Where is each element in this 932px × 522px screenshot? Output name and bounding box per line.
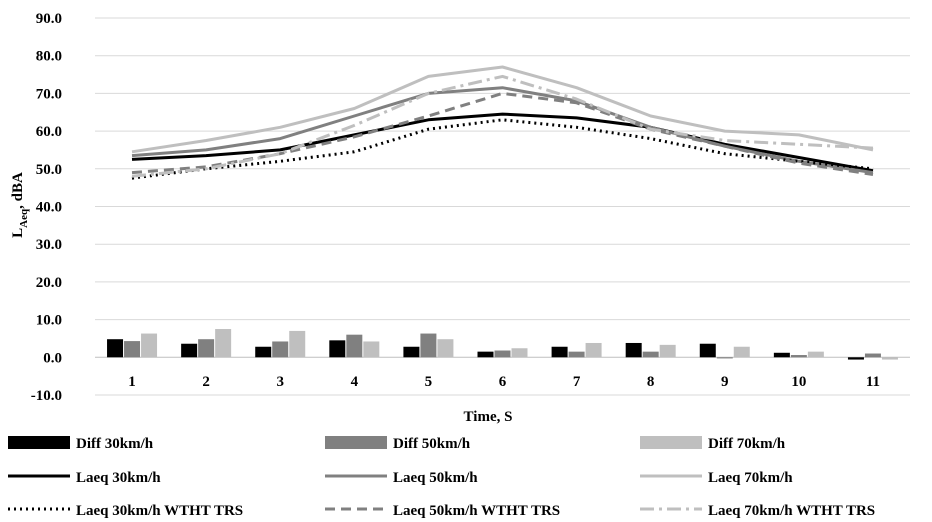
y-tick-label: 30.0 — [36, 237, 62, 253]
legend-label: Laeq 70km/h — [708, 470, 793, 486]
series-line — [131, 86, 874, 175]
bar — [733, 346, 750, 358]
bar — [346, 334, 363, 358]
y-tick-label: 60.0 — [36, 124, 62, 140]
y-axis-ticks: -10.0 0.0 10.0 20.0 30.0 40.0 50.0 60.0 70.0 80.0… — [31, 11, 62, 404]
bar — [642, 351, 659, 358]
y-tick-label: 90.0 — [36, 11, 62, 27]
y-tick-label: 70.0 — [36, 86, 62, 102]
legend-label: Laeq 70km/h WTHT TRS — [708, 503, 875, 519]
bar — [255, 346, 272, 358]
y-tick-label: 80.0 — [36, 49, 62, 65]
bar — [494, 350, 511, 358]
bar — [124, 341, 141, 358]
bar — [864, 353, 881, 358]
bar — [790, 355, 807, 358]
bar — [272, 341, 289, 358]
legend-label: Diff 30km/h — [76, 436, 154, 452]
legend-label: Diff 50km/h — [393, 436, 471, 452]
x-tick-label: 10 — [791, 374, 806, 390]
y-tick-label: 10.0 — [36, 313, 62, 329]
bar — [477, 351, 494, 358]
y-tick-label: -10.0 — [31, 388, 62, 404]
bar — [289, 330, 306, 358]
bar — [403, 346, 420, 358]
bar — [716, 357, 733, 359]
legend-label: Diff 70km/h — [708, 436, 786, 452]
x-tick-label: 5 — [425, 374, 433, 390]
x-axis-title: Time, S — [464, 409, 513, 425]
x-tick-label: 3 — [276, 374, 284, 390]
bar — [659, 344, 676, 358]
bar — [363, 341, 380, 358]
x-tick-label: 2 — [202, 374, 210, 390]
bar — [437, 339, 454, 358]
y-tick-label: 40.0 — [36, 200, 62, 216]
bar — [329, 340, 346, 358]
legend-label: Laeq 30km/h — [76, 470, 161, 486]
bar — [585, 342, 602, 358]
legend-swatch — [640, 436, 702, 449]
series-line — [131, 112, 874, 173]
bar — [551, 346, 568, 358]
legend-label: Laeq 50km/h WTHT TRS — [393, 503, 560, 519]
x-axis-ticks: 1 2 3 4 5 6 7 8 9 10 11 — [128, 374, 880, 390]
bar — [807, 351, 824, 358]
x-tick-label: 4 — [351, 374, 359, 390]
legend: Diff 30km/h Diff 50km/h Diff 70km/h Laeq 30… — [8, 436, 875, 519]
x-tick-label: 8 — [647, 374, 655, 390]
legend-swatch — [8, 436, 70, 449]
bar — [511, 348, 528, 358]
bar — [699, 343, 716, 358]
series-line — [131, 118, 874, 180]
y-tick-label: 50.0 — [36, 162, 62, 178]
legend-label: Laeq 50km/h — [393, 470, 478, 486]
bar — [625, 342, 642, 358]
legend-swatch — [325, 436, 387, 449]
y-tick-label: 20.0 — [36, 275, 62, 291]
bar — [847, 357, 864, 360]
bar — [215, 329, 232, 358]
bar — [107, 339, 124, 358]
x-tick-label: 11 — [866, 374, 880, 390]
x-tick-label: 6 — [499, 374, 507, 390]
bar — [141, 333, 158, 358]
bar — [881, 357, 898, 360]
x-tick-label: 7 — [573, 374, 581, 390]
bar — [568, 351, 585, 358]
bar — [181, 343, 198, 358]
series-line — [131, 65, 874, 154]
bar — [420, 333, 437, 358]
bar — [198, 339, 215, 358]
bar-series — [107, 329, 898, 360]
y-axis-title: LAeq, dBA — [10, 172, 30, 238]
bar — [773, 352, 790, 358]
legend-label: Laeq 30km/h WTHT TRS — [76, 503, 243, 519]
y-tick-label: 0.0 — [43, 350, 62, 366]
x-tick-label: 1 — [128, 374, 136, 390]
x-tick-label: 9 — [721, 374, 729, 390]
series-line — [131, 74, 874, 178]
line-series — [131, 65, 874, 180]
